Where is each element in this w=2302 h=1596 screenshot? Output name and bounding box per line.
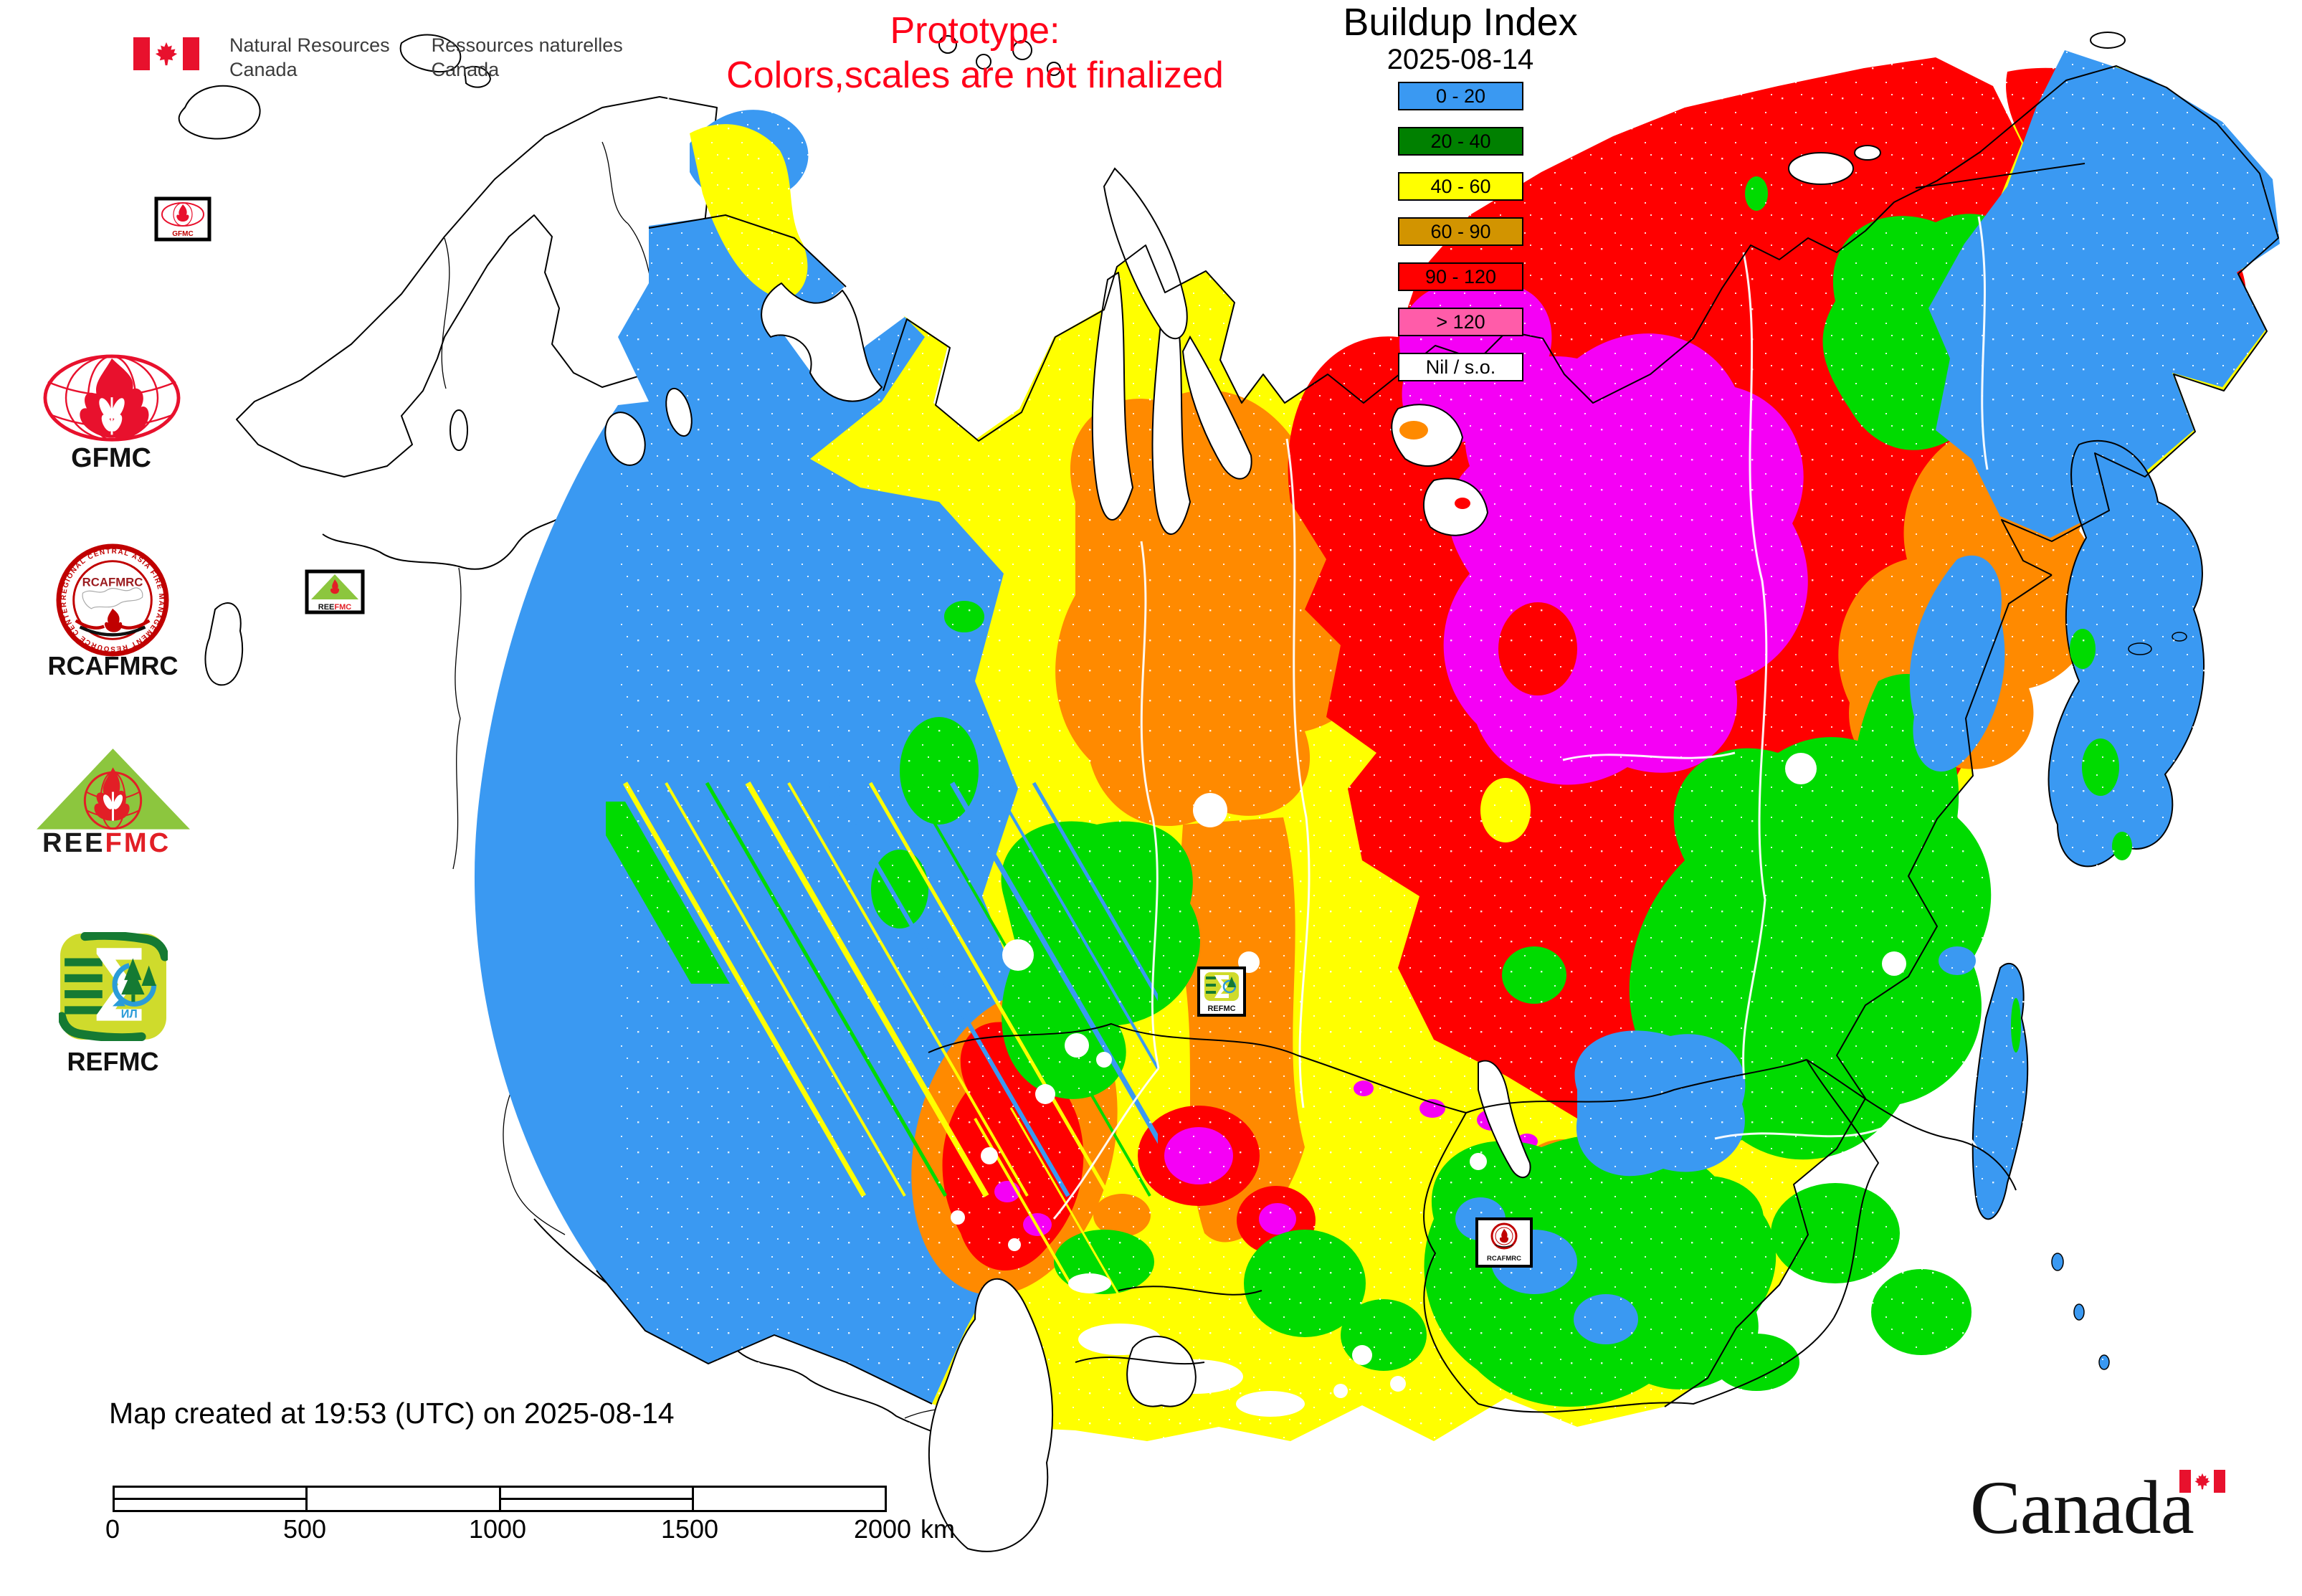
severnaya-zemlya	[1391, 404, 1464, 467]
scale-unit-label: km	[921, 1514, 955, 1544]
aral-sea	[1126, 1336, 1197, 1407]
map-created-text: Map created at 19:53 (UTC) on 2025-08-14	[109, 1397, 675, 1430]
nrcan-en-line2: Canada	[229, 59, 298, 80]
coastlines	[596, 65, 2279, 1407]
legend-item-label: 60 - 90	[1430, 220, 1491, 242]
white-sea	[761, 282, 883, 402]
gfmc-caption: GFMC	[71, 443, 151, 473]
franz-josef-land	[938, 35, 957, 54]
nrcan-fr-line2: Canada	[431, 59, 500, 80]
canada-wordmark-text: Canada	[1970, 1466, 2194, 1549]
legend-item-label: 0 - 20	[1435, 85, 1486, 107]
rcafmrc-wordmark: RCAFMRC	[82, 575, 143, 589]
canada-wordmark-flag-icon	[2179, 1470, 2225, 1493]
legend-item-90-120: 90 - 120	[1398, 262, 1523, 291]
nrcan-english: Natural Resources Canada	[229, 33, 390, 82]
rivers	[1052, 216, 1989, 1220]
arctic-islands	[938, 32, 2126, 536]
canada-flag-icon	[133, 37, 199, 70]
refmc-caption: REFMC	[67, 1047, 159, 1076]
legend-item-label: 20 - 40	[1430, 130, 1491, 152]
novaya-zemlya	[1103, 167, 1188, 340]
legend-item-label: 90 - 120	[1425, 265, 1497, 288]
legend-item-label: > 120	[1436, 310, 1485, 333]
legend-date: 2025-08-14	[1387, 44, 1534, 75]
prototype-line1: Prototype:	[890, 10, 1060, 52]
refmc-inner-text: ИЛ	[121, 1008, 138, 1021]
new-siberian-islands	[1788, 152, 1854, 185]
wrangel-island	[2090, 32, 2126, 49]
nrcan-en-line1: Natural Resources	[229, 34, 390, 56]
scale-segment	[498, 1488, 693, 1510]
jutland-outline	[204, 602, 244, 686]
rcafmrc-logo: REGIONAL CENTRAL ASIA FIRE MANAGEMENT RE…	[56, 543, 169, 657]
scale-segment	[115, 1488, 306, 1510]
nrcan-french: Ressources naturelles Canada	[432, 33, 623, 82]
ob-gulf	[1091, 272, 1133, 521]
prototype-line2: Colors,scales are not finalized	[726, 54, 1224, 96]
scale-tick-label: 0	[105, 1514, 120, 1544]
map-marker-refmc: REFMC	[1197, 966, 1246, 1017]
nrcan-signature: Natural Resources Canada Ressources natu…	[133, 33, 623, 82]
island-red-patch	[1455, 498, 1470, 509]
scale-tick-label: 1000	[468, 1514, 527, 1544]
rcafmrc-caption: RCAFMRC	[47, 651, 179, 680]
legend-item-20-40: 20 - 40	[1398, 127, 1523, 156]
map-marker-gfmc-label: GFMC	[172, 230, 193, 238]
map-marker-reefmc: REEFMC	[305, 569, 365, 614]
water-bodies	[604, 272, 1531, 1552]
scale-bar	[113, 1486, 887, 1512]
lake-onega	[665, 387, 693, 437]
legend-item-40-60: 40 - 60	[1398, 172, 1523, 201]
legend-item-gt-120: > 120	[1398, 308, 1523, 336]
legend: Buildup Index 2025-08-14 0 - 20 20 - 40 …	[1333, 1, 1587, 398]
legend-item-60-90: 60 - 90	[1398, 217, 1523, 246]
lake-ladoga	[604, 412, 646, 466]
scale-tick-label: 2000	[853, 1514, 912, 1544]
map-marker-gfmc: GFMC	[154, 196, 211, 242]
gotland-outline	[450, 409, 468, 451]
map-marker-reefmc-label: REEFMC	[318, 603, 352, 612]
lake-baikal	[1478, 1060, 1531, 1179]
country-borders	[928, 163, 2085, 1413]
map-marker-refmc-label: REFMC	[1207, 1004, 1235, 1013]
gfmc-logo	[43, 354, 181, 442]
scale-segment	[305, 1488, 498, 1510]
refmc-logo: ИЛ	[59, 932, 168, 1041]
reefmc-logo: REEFMC	[37, 749, 190, 855]
scale-segment	[691, 1488, 885, 1510]
map-marker-rcafmrc-label: RCAFMRC	[1487, 1255, 1521, 1263]
island-orange-patch	[1399, 421, 1428, 440]
legend-item-label: 40 - 60	[1430, 175, 1491, 197]
scale-tick-label: 500	[282, 1514, 327, 1544]
canada-wordmark: Canada	[1970, 1466, 2225, 1549]
legend-items: 0 - 20 20 - 40 40 - 60 60 - 90 90 - 120 …	[1398, 82, 1523, 381]
nrcan-fr-line1: Ressources naturelles	[431, 34, 623, 56]
reefmc-wordmark: REEFMC	[42, 827, 171, 855]
svalbard-outline	[399, 34, 491, 88]
legend-item-0-20: 0 - 20	[1398, 82, 1523, 110]
scale-tick-label: 1500	[660, 1514, 719, 1544]
scandinavia-outline	[236, 96, 718, 478]
legend-item-nil: Nil / s.o.	[1398, 353, 1523, 381]
map-marker-rcafmrc: RCAFMRC	[1475, 1217, 1533, 1268]
legend-item-label: Nil / s.o.	[1425, 356, 1496, 378]
iceland-outline	[178, 85, 261, 140]
prototype-notice: Prototype: Colors,scales are not finaliz…	[674, 9, 1276, 98]
legend-title: Buildup Index	[1343, 1, 1578, 44]
caspian-sea	[928, 1278, 1053, 1552]
taz-gulf	[1151, 300, 1191, 535]
